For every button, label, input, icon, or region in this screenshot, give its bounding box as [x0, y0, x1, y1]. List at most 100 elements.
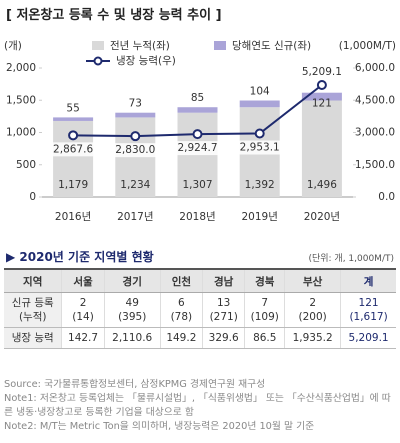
header-cell: 부산: [284, 268, 341, 293]
header-cell: 경북: [244, 268, 285, 293]
cell-text: 2,110.6: [112, 332, 153, 344]
value-label: 2,953.1: [240, 142, 280, 154]
bar-segment: [301, 92, 342, 101]
y2-tick-label: 0.0: [378, 191, 395, 203]
value-label: 1,307: [182, 179, 212, 191]
cell-text: 149.2: [166, 332, 197, 344]
note: Note1: 저온창고 등록업체는 「물류시설법」, 「식품위생법」 또는 「수…: [4, 393, 391, 418]
value-label: 55: [66, 102, 79, 114]
title: [ 저온창고 등록 수 및 냉장 능력 추이 ]: [6, 8, 222, 23]
table-cell: 329.6: [202, 327, 245, 349]
header-cell: 계: [340, 268, 396, 293]
line-point: [316, 80, 327, 91]
table-cell: 2,110.6: [103, 327, 161, 349]
row-label: 신규 등록 (누적): [4, 292, 62, 328]
bar-segment: [177, 107, 218, 113]
bar-segment: [301, 100, 342, 197]
note: Note2: M/T는 Metric Ton을 의미하며, 냉장능력은 2020…: [4, 421, 315, 432]
cell-text: 1,935.2: [292, 332, 333, 344]
header-cell: 지역: [4, 268, 62, 293]
cell-text: 2: [79, 297, 87, 309]
row-label-text: (누적): [18, 311, 47, 323]
header-cell: 서울: [61, 268, 105, 293]
table-heading: ▶ 2020년 기준 지역별 현황: [6, 250, 154, 264]
value-label: 104: [250, 86, 270, 98]
table-cell: 149.2: [159, 327, 203, 349]
x-tick-label: 2016년: [55, 211, 91, 223]
cell-text: (200): [298, 311, 327, 323]
row-label-text: 신규 등록: [11, 297, 54, 309]
notes: Source: 국가물류통합정보센터, 삼정KPMG 경제연구원 재구성 Note…: [4, 378, 396, 434]
value-label: 1,179: [58, 179, 88, 191]
legend-marker: [93, 56, 103, 66]
line-point: [192, 129, 203, 140]
label-bg: [237, 140, 282, 155]
x-tick-label: 2019년: [242, 211, 278, 223]
header-cell: 인천: [159, 268, 203, 293]
label-bg: [51, 142, 96, 157]
label-bg: [175, 141, 220, 156]
cell-text: (395): [118, 311, 147, 323]
table-row: 신규 등록 (누적) 2 (14) 49 (395) 6 (78) 13 (271) 7 (109) 2…: [4, 292, 396, 328]
cell-text: 329.6: [208, 332, 239, 344]
legend-label: 전년 누적(좌): [110, 40, 170, 52]
cell-text: (14): [72, 311, 94, 323]
value-label: 1,496: [307, 179, 337, 191]
y2-tick-label: 4,500.0: [355, 94, 395, 106]
line-point: [130, 131, 141, 142]
row-label-text: 냉장 능력: [11, 332, 54, 344]
cell-text: 121: [358, 297, 379, 309]
bar-segment: [53, 117, 94, 121]
cell-text: 49: [125, 297, 139, 309]
value-label: 1,234: [120, 179, 150, 191]
cell-text: 5,209.1: [348, 332, 389, 344]
header-row: 지역 서울 경기 인천 경남 경북 부산 계: [4, 268, 396, 293]
table-cell: 142.7: [61, 327, 105, 349]
y2-tick-label: 6,000.0: [355, 62, 395, 74]
table-cell: 49 (395): [103, 292, 161, 328]
cell-text: 2: [309, 297, 316, 309]
note: Source: 국가물류통합정보센터, 삼정KPMG 경제연구원 재구성: [4, 379, 266, 390]
table-cell: 13 (271): [202, 292, 245, 328]
header-cell: 경기: [103, 268, 161, 293]
table-cell: 6 (78): [159, 292, 203, 328]
y-tick-label: 2,000: [6, 62, 36, 74]
row-label: 냉장 능력: [4, 327, 62, 349]
y2-tick-label: 3,000.0: [355, 127, 395, 139]
y-tick-label: 1,000: [6, 127, 36, 139]
y2-axis-label: (1,000M/T): [339, 40, 396, 52]
header-cell: 경남: [202, 268, 245, 293]
cell-text: 86.5: [253, 332, 277, 344]
cell-text: (109): [250, 311, 279, 323]
y-axis-label: (개): [4, 40, 22, 52]
legend-swatch: [92, 41, 104, 50]
bar-segment: [115, 112, 156, 118]
table-unit: (단위: 개, 1,000M/T): [308, 254, 394, 264]
value-label: 5,209.1: [302, 66, 342, 78]
cell-text: 13: [216, 297, 231, 309]
value-label: 73: [129, 98, 142, 110]
value-label: 2,830.0: [115, 144, 155, 156]
value-label: 2,867.6: [53, 143, 93, 155]
line-point: [254, 128, 265, 139]
table-cell: 2 (14): [61, 292, 105, 328]
x-tick-label: 2020년: [304, 211, 340, 223]
legend-label: 냉장 능력(우): [116, 55, 176, 67]
y-tick-label: 500: [16, 159, 36, 171]
cell-text: 6: [178, 297, 185, 309]
table-body: 신규 등록 (누적) 2 (14) 49 (395) 6 (78) 13 (271) 7 (109) 2…: [4, 292, 396, 349]
table-cell: 121 (1,617): [340, 292, 396, 328]
label-bg: [113, 143, 158, 158]
value-label: 85: [191, 92, 204, 104]
chart: (개) (1,000M/T) 0 500 1,000 1,500 2,000 0.0 1,500…: [4, 39, 396, 223]
table-cell: 7 (109): [244, 292, 285, 328]
table-cell: 2 (200): [284, 292, 341, 328]
table-cell: 5,209.1: [340, 327, 396, 349]
table-cell: 1,935.2: [284, 327, 341, 349]
bar-segment: [239, 100, 280, 108]
bar-segment: [115, 117, 156, 197]
cell-text: (1,617): [349, 311, 388, 323]
cell-text: 142.7: [68, 332, 99, 344]
